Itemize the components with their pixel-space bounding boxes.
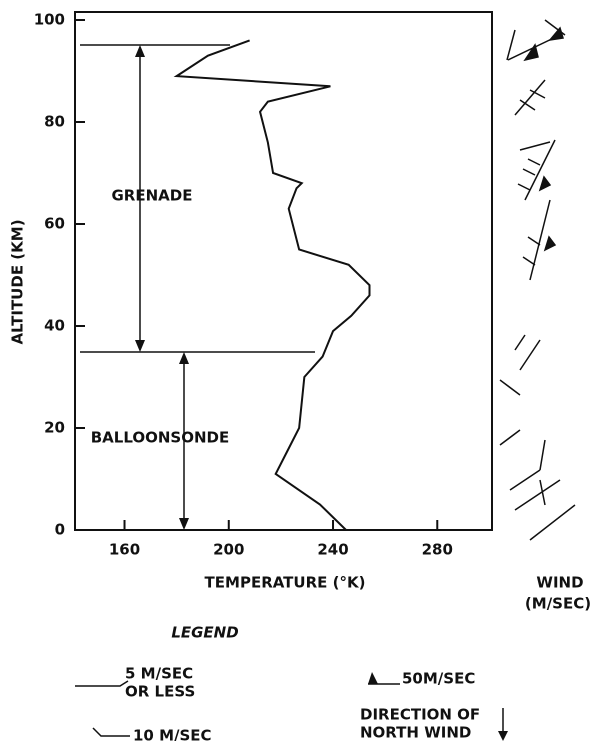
wind-barbs [499,19,576,541]
legend-label: 10 M/SEC [133,727,212,741]
x-tick-label: 280 [422,541,453,559]
y-tick-label: 20 [44,419,65,437]
temperature-line [173,39,371,531]
x-tick-label: 160 [109,541,140,559]
legend-title: LEGEND [171,624,238,642]
annotation: GRENADE [112,187,193,205]
legend-symbol [75,680,129,687]
y-tick-label: 80 [44,113,65,131]
legend-label: NORTH WIND [360,724,471,741]
wind-label: WIND [536,574,583,592]
legend-label: DIRECTION OF [360,706,480,724]
y-tick-label: 40 [44,317,65,335]
annotation-lines [80,44,315,530]
legend-label: OR LESS [125,683,195,701]
legend-label: 5 M/SEC [125,665,193,683]
wind-label: (M/SEC) [525,595,591,613]
y-tick-label: 100 [34,11,65,29]
y-tick-label: 60 [44,215,65,233]
y-axis-label: ALTITUDE (KM) [9,219,27,344]
x-axis-label: TEMPERATURE (°K) [205,574,366,592]
plot-frame [74,11,493,531]
y-tick-label: 0 [55,521,65,539]
x-tick-label: 240 [317,541,348,559]
legend-symbol [368,672,378,684]
north-arrow [498,731,508,741]
x-tick-label: 200 [213,541,244,559]
legend-label: 50M/SEC [402,670,475,688]
legend-symbol [92,727,130,737]
annotation: BALLOONSONDE [91,429,230,447]
